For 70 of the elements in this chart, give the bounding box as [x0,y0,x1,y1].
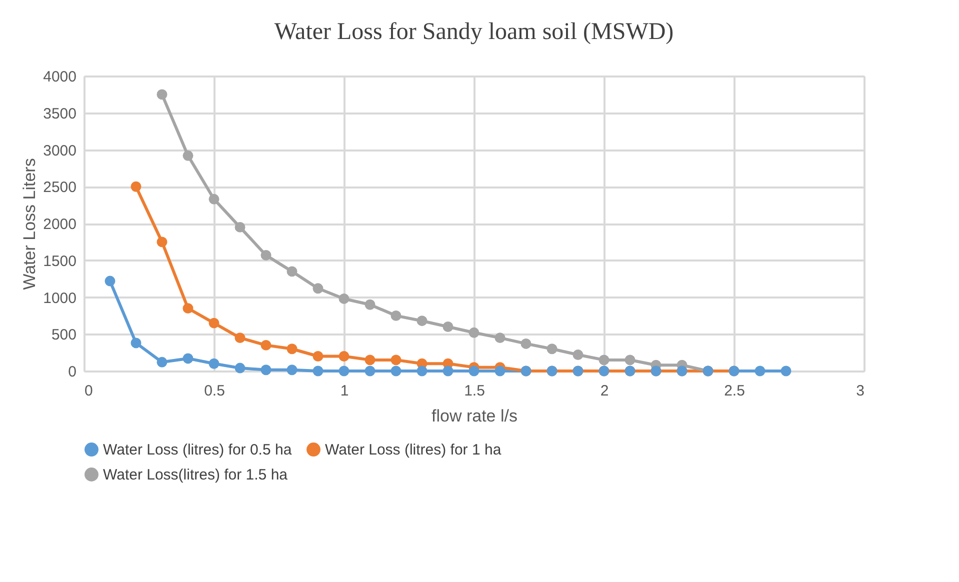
point [416,316,428,326]
point [442,366,454,376]
point [624,354,636,366]
x-tick-label: 0.5 [204,382,225,400]
point [442,322,454,332]
point [260,250,272,260]
y-tick-label: 1500 [43,252,76,270]
point [338,366,350,376]
point [390,354,402,366]
legend-label: Water Loss (litres) for 0.5 ha [103,442,292,459]
point [286,266,298,277]
point [234,222,246,232]
x-tick-label: 2 [600,382,609,400]
y-tick-label: 3000 [43,142,76,160]
point [494,332,506,344]
y-axis-title: Water Loss Liters [20,158,40,290]
legend-label: Water Loss (litres) for 1 ha [325,442,502,459]
point [338,293,350,304]
point [754,366,766,376]
x-tick-label: 2.5 [724,382,745,400]
point [312,366,324,376]
x-tick-label: 1.5 [464,382,485,400]
point [234,362,246,374]
y-tick-label: 4000 [43,68,76,86]
point [260,364,272,376]
point [364,354,376,366]
y-tick-label: 500 [51,326,76,344]
point [468,366,480,376]
point [130,338,142,348]
point [780,366,792,376]
point [208,194,220,204]
point [208,318,220,328]
y-tick-label: 3500 [43,105,76,122]
point [286,344,298,354]
x-axis-title: flow rate l/s [432,406,518,426]
chart-title: Water Loss for Sandy loam soil (MSWD) [274,19,674,45]
point [546,344,558,354]
point [286,364,298,376]
point [390,366,402,376]
point [390,310,402,321]
point [182,303,194,314]
point [156,89,168,100]
y-tick-label: 1000 [43,290,76,307]
point [130,181,142,192]
point [364,299,376,310]
point [572,350,584,360]
point [520,338,532,349]
point [156,356,168,368]
point [182,150,194,161]
point [208,358,220,369]
point [182,353,194,364]
y-tick-label: 0 [68,364,76,380]
y-tick-label: 2000 [43,216,76,233]
x-tick-label: 3 [856,382,864,400]
point [416,366,428,376]
y-tick-label: 2500 [43,179,76,196]
point [312,283,324,294]
point [260,340,272,350]
point [104,276,116,286]
point [364,366,376,376]
point [494,366,506,376]
point [312,351,324,362]
point [234,332,246,344]
point [338,351,350,362]
point [598,354,610,366]
x-tick-label: 1 [340,382,349,400]
point [468,327,480,338]
x-tick-label: 0 [84,382,93,400]
legend-label: Water Loss(litres) for 1.5 ha [103,466,288,484]
point [156,236,168,248]
